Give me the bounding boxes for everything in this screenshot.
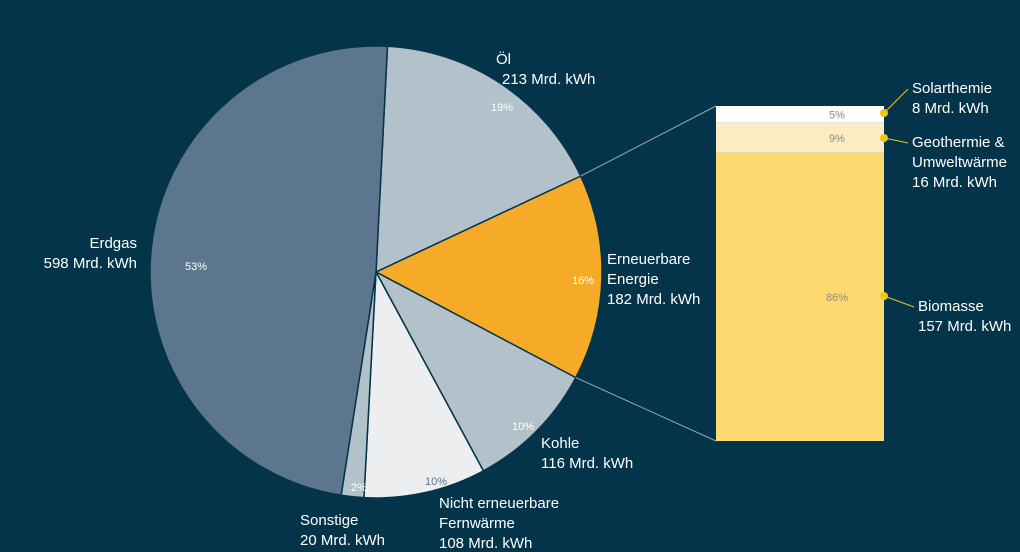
- bar-segment-biomasse: [716, 152, 884, 441]
- bar-segment-solarthemie: [716, 106, 884, 123]
- chart-labels: 19% 16% 10% 10% 2% 53% Öl 213 Mrd. kWh Erneuerba…: [44, 50, 1012, 552]
- pie-label-oel-value: 213 Mrd. kWh: [502, 71, 595, 88]
- pie-label-nicht-erneuerbare-fernwaerme-name-line-1: Nicht erneuerbare: [439, 495, 559, 512]
- pie-percent-erdgas: 53%: [185, 261, 207, 273]
- stacked-bar: [716, 106, 884, 441]
- pie-label-erneuerbare-energie-value: 182 Mrd. kWh: [607, 291, 700, 308]
- bar-label-solarthemie-value: 8 Mrd. kWh: [912, 100, 989, 117]
- pie-label-nicht-erneuerbare-fernwaerme-name-line-2: Fernwärme: [439, 515, 515, 532]
- pie-slice-oel: [375, 45, 582, 274]
- pie-chart: [149, 45, 603, 499]
- pie-label-kohle-name: Kohle: [541, 435, 579, 452]
- pie-label-oel-name: Öl: [496, 50, 511, 68]
- bar-segment-geothermie-and-umweltwaerme: [716, 122, 884, 153]
- connector-line-bottom: [575, 377, 717, 442]
- pie-slice-nicht-erneuerbare-fernwaerme: [363, 269, 485, 499]
- bar-percent-geothermie-and-umweltwaerme: 9%: [829, 133, 845, 145]
- pie-label-sonstige-value: 20 Mrd. kWh: [300, 532, 385, 549]
- pie-label-erdgas-value: 598 Mrd. kWh: [44, 255, 137, 272]
- bar-label-geothermie-and-umweltwaerme-value: 16 Mrd. kWh: [912, 174, 997, 191]
- pie-slice-erdgas: [149, 45, 389, 497]
- connector-lines: [575, 105, 717, 442]
- callout-line-solarthemie: [883, 88, 909, 114]
- pie-percent-nicht-erneuerbare-fernwaerme: 10%: [425, 476, 447, 488]
- bar-label-biomasse-value: 157 Mrd. kWh: [918, 318, 1011, 335]
- connector-line-top: [580, 105, 717, 177]
- pie-label-erdgas-name: Erdgas: [89, 235, 137, 252]
- pie-label-sonstige-name: Sonstige: [300, 512, 358, 529]
- bar-label-solarthemie-name: Solarthemie: [912, 80, 992, 97]
- pie-slice-erneuerbare-energie: [374, 175, 603, 379]
- callout-line-biomasse: [883, 295, 915, 308]
- pie-label-kohle-value: 116 Mrd. kWh: [541, 455, 633, 472]
- bar-label-biomasse-name: Biomasse: [918, 298, 984, 315]
- pie-percent-sonstige: 2%: [351, 482, 367, 494]
- bar-percent-solarthemie: 5%: [829, 109, 845, 121]
- pie-percent-oel: 19%: [491, 102, 513, 114]
- callout-line-geothermie-and-umweltwaerme: [883, 137, 909, 144]
- bar-percent-biomasse: 86%: [826, 292, 848, 304]
- pie-slice-kohle: [374, 270, 577, 472]
- pie-label-erneuerbare-energie-name-line-1: Erneuerbare: [607, 251, 690, 268]
- pie-percent-kohle: 10%: [512, 421, 534, 433]
- pie-label-nicht-erneuerbare-fernwaerme-value: 108 Mrd. kWh: [439, 535, 532, 552]
- bar-label-geothermie-and-umweltwaerme-name-line-1: Geothermie &: [912, 134, 1005, 151]
- bar-label-geothermie-and-umweltwaerme-name-line-2: Umweltwärme: [912, 154, 1007, 171]
- pie-label-erneuerbare-energie-name-line-2: Energie: [607, 271, 659, 288]
- pie-percent-erneuerbare-energie: 16%: [572, 275, 594, 287]
